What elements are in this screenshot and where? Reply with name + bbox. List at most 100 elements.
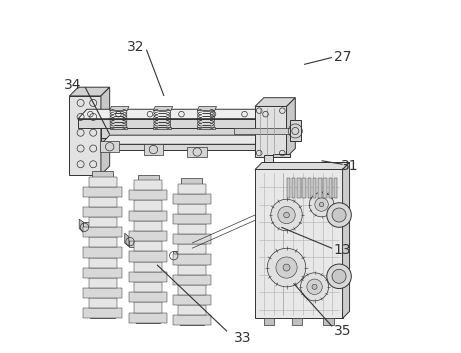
Polygon shape <box>89 278 117 288</box>
Circle shape <box>312 284 317 289</box>
Polygon shape <box>178 285 206 295</box>
Circle shape <box>278 207 295 224</box>
Polygon shape <box>173 275 211 285</box>
Polygon shape <box>318 178 322 198</box>
Polygon shape <box>178 305 206 315</box>
Polygon shape <box>287 178 290 198</box>
Circle shape <box>332 269 346 283</box>
Polygon shape <box>134 262 162 272</box>
Polygon shape <box>83 247 122 258</box>
Polygon shape <box>101 119 274 128</box>
Polygon shape <box>182 178 202 185</box>
Polygon shape <box>173 214 211 224</box>
Polygon shape <box>144 144 163 155</box>
Polygon shape <box>178 264 206 275</box>
Polygon shape <box>329 178 332 198</box>
Polygon shape <box>272 154 290 157</box>
Polygon shape <box>343 162 349 318</box>
Circle shape <box>267 248 306 287</box>
Polygon shape <box>178 204 206 214</box>
Polygon shape <box>129 251 167 262</box>
Polygon shape <box>110 107 129 110</box>
Polygon shape <box>92 171 113 178</box>
Polygon shape <box>188 147 207 157</box>
Polygon shape <box>255 98 296 107</box>
Polygon shape <box>234 128 296 134</box>
Circle shape <box>307 279 322 294</box>
Text: 32: 32 <box>127 40 145 54</box>
Polygon shape <box>173 251 192 261</box>
Polygon shape <box>264 155 272 253</box>
Polygon shape <box>197 107 217 110</box>
Polygon shape <box>173 315 211 325</box>
Circle shape <box>327 264 351 288</box>
Circle shape <box>301 273 329 301</box>
Polygon shape <box>173 234 211 244</box>
Polygon shape <box>292 178 296 198</box>
Text: 31: 31 <box>341 159 358 173</box>
Circle shape <box>276 257 297 278</box>
Polygon shape <box>134 241 162 251</box>
Polygon shape <box>290 120 301 142</box>
Polygon shape <box>178 224 206 234</box>
Polygon shape <box>264 252 283 255</box>
Polygon shape <box>173 194 211 204</box>
Polygon shape <box>129 313 167 323</box>
Text: 35: 35 <box>334 324 351 338</box>
Polygon shape <box>307 178 311 198</box>
Polygon shape <box>101 135 274 144</box>
Polygon shape <box>180 318 204 325</box>
Polygon shape <box>134 180 162 190</box>
Polygon shape <box>255 162 349 169</box>
Polygon shape <box>110 127 127 129</box>
Circle shape <box>309 192 334 217</box>
Polygon shape <box>89 237 117 247</box>
Polygon shape <box>134 201 162 211</box>
Polygon shape <box>134 221 162 231</box>
Polygon shape <box>129 272 167 282</box>
Polygon shape <box>313 178 316 198</box>
Circle shape <box>319 202 324 207</box>
Text: 34: 34 <box>64 78 82 92</box>
Polygon shape <box>100 142 119 152</box>
Polygon shape <box>70 96 101 175</box>
Polygon shape <box>101 144 266 150</box>
Polygon shape <box>264 318 274 325</box>
Circle shape <box>284 212 290 218</box>
Polygon shape <box>89 298 117 308</box>
Circle shape <box>327 203 351 227</box>
Polygon shape <box>323 178 327 198</box>
Polygon shape <box>101 138 266 142</box>
Polygon shape <box>83 207 122 217</box>
Polygon shape <box>83 288 122 298</box>
Polygon shape <box>83 308 122 318</box>
Polygon shape <box>138 175 159 182</box>
Polygon shape <box>83 187 122 197</box>
Polygon shape <box>83 268 122 278</box>
Polygon shape <box>89 197 117 207</box>
Circle shape <box>315 198 328 211</box>
Polygon shape <box>134 282 162 292</box>
Circle shape <box>271 199 302 231</box>
Polygon shape <box>83 222 103 233</box>
Polygon shape <box>134 303 162 313</box>
Polygon shape <box>129 190 167 201</box>
Polygon shape <box>129 211 167 221</box>
Polygon shape <box>83 227 122 237</box>
Polygon shape <box>89 217 117 227</box>
Text: 27: 27 <box>334 50 351 65</box>
Polygon shape <box>154 107 173 110</box>
Circle shape <box>283 264 290 271</box>
Polygon shape <box>125 233 129 246</box>
Polygon shape <box>101 128 266 138</box>
Text: 33: 33 <box>234 331 252 345</box>
Polygon shape <box>154 127 171 129</box>
Polygon shape <box>255 107 287 157</box>
Polygon shape <box>334 178 337 198</box>
Polygon shape <box>255 169 343 318</box>
Polygon shape <box>89 176 117 187</box>
Polygon shape <box>101 87 110 175</box>
Polygon shape <box>89 258 117 268</box>
Polygon shape <box>70 87 110 96</box>
Circle shape <box>332 208 346 222</box>
